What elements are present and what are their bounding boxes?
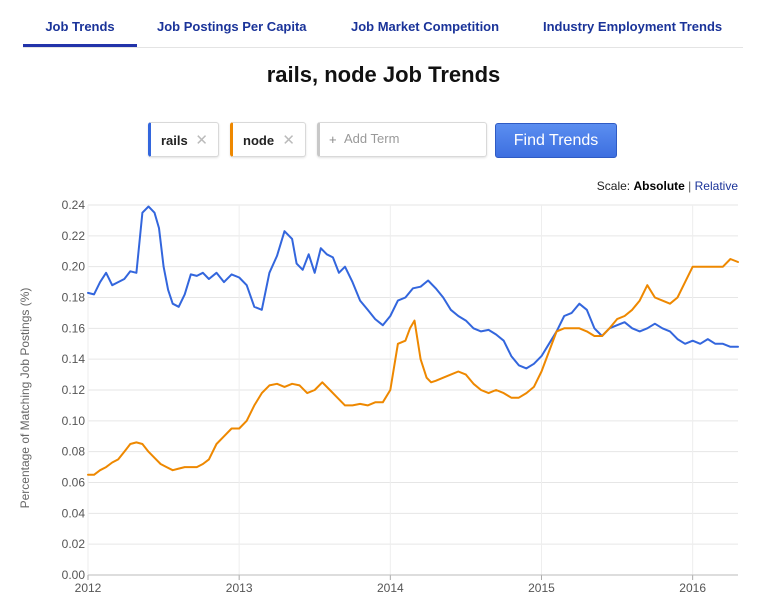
y-tick-label: 0.14 (62, 352, 86, 366)
term-label: rails (161, 133, 188, 148)
tab-bar: Job Trends Job Postings Per Capita Job M… (23, 0, 743, 48)
plus-icon: + (329, 132, 337, 147)
y-tick-label: 0.10 (62, 414, 86, 428)
x-tick-label: 2012 (75, 581, 102, 595)
y-tick-label: 0.06 (62, 476, 86, 490)
scale-absolute: Absolute (633, 179, 685, 193)
tab-industry-employment-trends[interactable]: Industry Employment Trends (543, 19, 722, 47)
tab-label: Job Market Competition (351, 19, 500, 34)
tab-job-market-competition[interactable]: Job Market Competition (351, 19, 499, 47)
search-term-node[interactable]: node ✕ (230, 122, 306, 157)
tab-label: Industry Employment Trends (543, 19, 723, 34)
x-tick-label: 2015 (528, 581, 555, 595)
tab-job-trends[interactable]: Job Trends (23, 19, 137, 47)
find-trends-button[interactable]: Find Trends (495, 123, 617, 158)
series-line-rails (87, 205, 739, 370)
tab-label: Job Trends (45, 19, 115, 34)
term-label: node (243, 133, 275, 148)
scale-selector: Scale: Absolute | Relative (597, 179, 738, 193)
y-axis-ticks: 0.00 0.02 0.04 0.06 0.08 0.10 0.12 0.14 0.16 0.18… (62, 198, 86, 582)
y-axis-label: Percentage of Matching Job Postings (%) (18, 288, 32, 509)
x-tick-label: 2016 (679, 581, 706, 595)
x-axis-ticks: 2012 2013 2014 2015 2016 (75, 575, 706, 595)
scale-relative-link[interactable]: Relative (694, 179, 738, 193)
y-tick-label: 0.24 (62, 198, 86, 212)
close-icon[interactable]: ✕ (195, 132, 208, 149)
add-term-input[interactable] (342, 130, 476, 147)
y-tick-label: 0.08 (62, 445, 86, 459)
search-term-rails[interactable]: rails ✕ (148, 122, 219, 157)
close-icon[interactable]: ✕ (282, 132, 295, 149)
scale-separator: | (688, 179, 692, 193)
y-tick-label: 0.00 (62, 568, 86, 582)
y-tick-label: 0.18 (62, 291, 86, 305)
job-trends-chart: 0.00 0.02 0.04 0.06 0.08 0.10 0.12 0.14 0.16 0.18… (18, 198, 739, 595)
y-tick-label: 0.16 (62, 321, 86, 335)
tab-label: Job Postings Per Capita (157, 19, 307, 34)
add-term-field: + (317, 122, 487, 157)
grid (87, 204, 738, 576)
x-tick-label: 2014 (377, 581, 404, 595)
y-tick-label: 0.22 (62, 229, 86, 243)
y-tick-label: 0.02 (62, 537, 86, 551)
series-line-node (87, 258, 739, 476)
page-title: rails, node Job Trends (266, 62, 501, 87)
scale-label: Scale: (596, 179, 631, 193)
x-tick-label: 2013 (226, 581, 253, 595)
series-lines (87, 205, 739, 476)
y-tick-label: 0.12 (62, 383, 86, 397)
y-tick-label: 0.20 (62, 260, 86, 274)
tab-job-postings-per-capita[interactable]: Job Postings Per Capita (157, 19, 307, 47)
y-tick-label: 0.04 (62, 506, 86, 520)
